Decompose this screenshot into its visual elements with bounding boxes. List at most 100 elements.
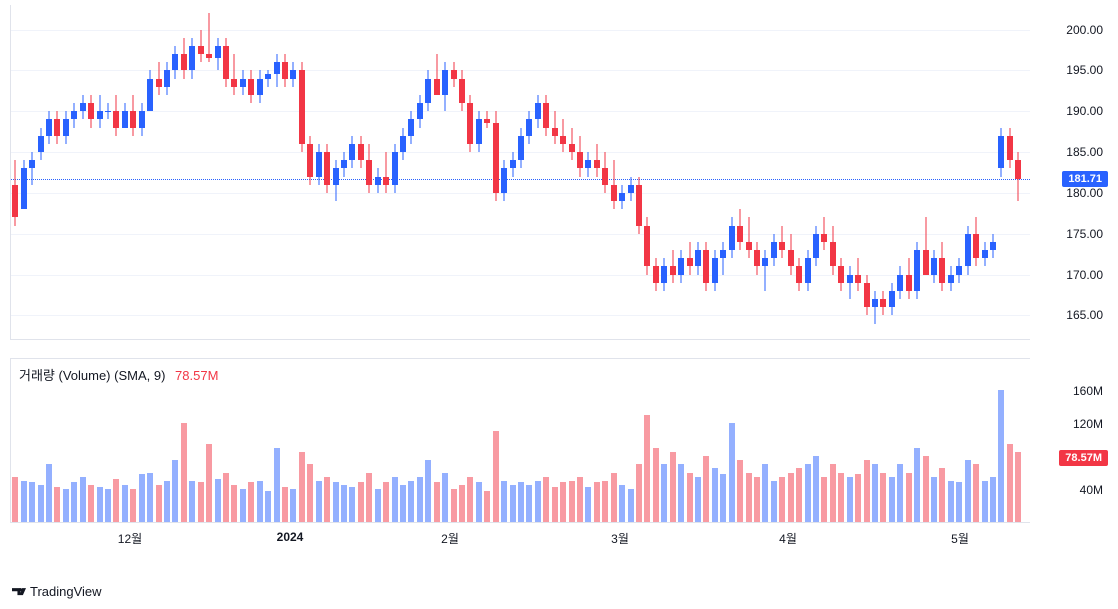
volume-bar[interactable] <box>990 477 996 522</box>
volume-bar[interactable] <box>670 452 676 522</box>
volume-bar[interactable] <box>611 473 617 522</box>
volume-bar[interactable] <box>1007 444 1013 522</box>
volume-bar[interactable] <box>215 479 221 522</box>
volume-bar[interactable] <box>392 477 398 522</box>
volume-bar[interactable] <box>467 477 473 522</box>
volume-bar[interactable] <box>442 473 448 522</box>
volume-bar[interactable] <box>38 485 44 522</box>
volume-bar[interactable] <box>923 456 929 522</box>
price-axis[interactable]: 200.00195.00190.00185.00180.00175.00170.… <box>1030 5 1108 340</box>
volume-bar[interactable] <box>97 487 103 522</box>
volume-bar[interactable] <box>720 474 726 522</box>
volume-bar[interactable] <box>864 460 870 522</box>
volume-bar[interactable] <box>1015 452 1021 522</box>
volume-bar[interactable] <box>105 489 111 522</box>
volume-bar[interactable] <box>754 477 760 522</box>
volume-bar[interactable] <box>906 473 912 522</box>
price-chart-pane[interactable] <box>10 5 1030 340</box>
volume-bar[interactable] <box>223 473 229 522</box>
volume-bar[interactable] <box>122 485 128 522</box>
time-axis[interactable]: 12월20242월3월4월5월 <box>10 525 1030 550</box>
volume-bar[interactable] <box>54 487 60 522</box>
volume-bar[interactable] <box>274 448 280 522</box>
volume-bar[interactable] <box>434 482 440 522</box>
volume-bar[interactable] <box>779 477 785 522</box>
volume-bar[interactable] <box>63 489 69 522</box>
volume-bar[interactable] <box>560 482 566 522</box>
volume-bar[interactable] <box>552 487 558 522</box>
volume-bar[interactable] <box>333 482 339 522</box>
volume-bar[interactable] <box>821 477 827 522</box>
volume-bar[interactable] <box>113 479 119 522</box>
volume-bar[interactable] <box>729 423 735 522</box>
volume-bar[interactable] <box>206 444 212 522</box>
volume-bar[interactable] <box>341 485 347 522</box>
volume-bar[interactable] <box>982 481 988 522</box>
volume-bar[interactable] <box>156 485 162 522</box>
volume-bar[interactable] <box>535 481 541 522</box>
volume-bar[interactable] <box>897 464 903 522</box>
volume-bar[interactable] <box>181 423 187 522</box>
volume-bar[interactable] <box>577 477 583 522</box>
volume-bar[interactable] <box>88 485 94 522</box>
volume-bar[interactable] <box>130 489 136 522</box>
volume-bar[interactable] <box>299 452 305 522</box>
volume-bar[interactable] <box>956 482 962 522</box>
volume-bar[interactable] <box>796 468 802 522</box>
volume-bar[interactable] <box>965 460 971 522</box>
volume-bar[interactable] <box>602 481 608 522</box>
volume-bar[interactable] <box>29 482 35 522</box>
volume-bar[interactable] <box>518 482 524 522</box>
volume-bar[interactable] <box>847 477 853 522</box>
volume-chart-pane[interactable]: 거래량 (Volume) (SMA, 9) 78.57M <box>10 358 1030 523</box>
volume-bar[interactable] <box>695 477 701 522</box>
volume-bar[interactable] <box>257 481 263 522</box>
volume-bar[interactable] <box>164 481 170 522</box>
volume-bar[interactable] <box>324 477 330 522</box>
volume-bar[interactable] <box>771 481 777 522</box>
volume-bar[interactable] <box>644 415 650 522</box>
volume-bar[interactable] <box>838 473 844 522</box>
volume-bar[interactable] <box>805 464 811 522</box>
volume-bar[interactable] <box>628 489 634 522</box>
volume-bar[interactable] <box>543 477 549 522</box>
volume-bar[interactable] <box>501 481 507 522</box>
volume-bar[interactable] <box>307 464 313 522</box>
volume-bar[interactable] <box>358 482 364 522</box>
volume-bar[interactable] <box>619 485 625 522</box>
volume-bar[interactable] <box>737 460 743 522</box>
volume-bar[interactable] <box>425 460 431 522</box>
volume-bar[interactable] <box>830 464 836 522</box>
volume-bar[interactable] <box>661 464 667 522</box>
volume-bar[interactable] <box>231 485 237 522</box>
volume-bar[interactable] <box>172 460 178 522</box>
volume-bar[interactable] <box>762 464 768 522</box>
volume-bar[interactable] <box>594 482 600 522</box>
volume-bar[interactable] <box>678 464 684 522</box>
volume-bar[interactable] <box>948 481 954 522</box>
volume-bar[interactable] <box>408 481 414 522</box>
volume-bar[interactable] <box>71 482 77 522</box>
volume-bar[interactable] <box>282 487 288 522</box>
volume-bar[interactable] <box>349 487 355 522</box>
volume-bar[interactable] <box>248 482 254 522</box>
tradingview-logo[interactable]: TradingView <box>12 584 102 599</box>
volume-bar[interactable] <box>569 481 575 522</box>
volume-bar[interactable] <box>880 473 886 522</box>
volume-bar[interactable] <box>510 485 516 522</box>
volume-bar[interactable] <box>240 489 246 522</box>
volume-bar[interactable] <box>189 481 195 522</box>
volume-bar[interactable] <box>931 477 937 522</box>
volume-bar[interactable] <box>973 464 979 522</box>
volume-bar[interactable] <box>12 477 18 522</box>
volume-bar[interactable] <box>813 456 819 522</box>
volume-bar[interactable] <box>585 487 591 522</box>
volume-bar[interactable] <box>493 431 499 522</box>
volume-bar[interactable] <box>889 477 895 522</box>
volume-bar[interactable] <box>417 477 423 522</box>
volume-bar[interactable] <box>459 485 465 522</box>
volume-bar[interactable] <box>703 456 709 522</box>
volume-bar[interactable] <box>316 481 322 522</box>
volume-bar[interactable] <box>375 489 381 522</box>
volume-bar[interactable] <box>484 491 490 522</box>
